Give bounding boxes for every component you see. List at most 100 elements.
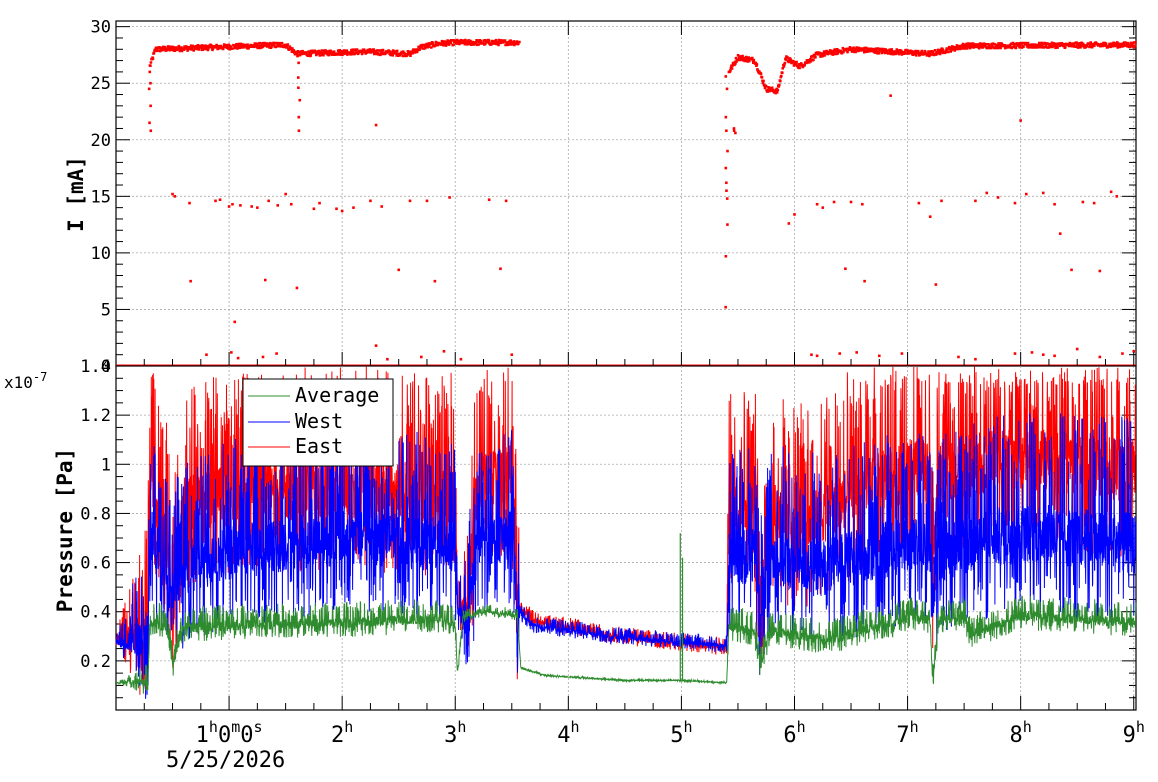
current-point (724, 166, 728, 170)
pressure-y-tick-label: 0.4 (80, 603, 111, 623)
current-point (149, 129, 153, 133)
current-point (442, 349, 446, 353)
current-point (250, 205, 253, 208)
current-point (734, 131, 737, 135)
current-point (725, 129, 728, 133)
current-point (284, 192, 287, 196)
current-point (295, 286, 299, 290)
current-point (985, 191, 989, 195)
current-point (1121, 352, 1124, 355)
current-point (928, 215, 932, 218)
current-point (724, 305, 727, 309)
current-point (917, 201, 921, 205)
current-point (725, 87, 729, 91)
current-point (335, 207, 338, 211)
current-point (369, 199, 372, 203)
current-point (218, 198, 222, 202)
x-tick-label: 2h (331, 718, 353, 748)
current-point (214, 199, 217, 203)
x-tick-label: 6h (783, 718, 805, 748)
current-point (1030, 351, 1034, 354)
current-point (352, 206, 355, 209)
current-point (504, 199, 508, 203)
current-point (1058, 232, 1062, 235)
current-point (296, 76, 300, 79)
current-point (838, 352, 842, 355)
pressure-line-average (115, 595, 1137, 694)
current-point (832, 200, 836, 204)
current-point (297, 61, 300, 65)
time-axis: 1h0m0s 2h 3h 4h 5h 6h 7h 8h 9h (143, 21, 1145, 748)
current-y-tick-label: 0 (101, 357, 111, 377)
current-point (724, 254, 728, 258)
current-point (996, 196, 1000, 199)
current-point (855, 351, 858, 354)
current-point (1070, 268, 1073, 272)
current-point (459, 357, 463, 361)
current-point (298, 98, 302, 102)
current-point (256, 206, 259, 209)
current-point (1019, 119, 1022, 122)
current-point (267, 199, 270, 203)
current-point (433, 279, 437, 283)
current-point (1053, 202, 1056, 206)
current-point (1098, 269, 1102, 273)
current-point (374, 123, 378, 127)
current-point (1041, 191, 1045, 195)
current-y-ticks: 0 5 10 15 20 25 30 (91, 18, 1136, 377)
current-point (171, 192, 174, 196)
current-point (227, 205, 231, 208)
current-point (974, 199, 977, 203)
current-point (297, 129, 301, 133)
current-point (340, 209, 344, 213)
current-point (815, 354, 819, 358)
x-tick-label: 8h (1010, 718, 1032, 748)
current-point (386, 357, 389, 361)
current-point (188, 201, 191, 205)
current-point (1025, 192, 1028, 196)
current-point (810, 353, 813, 356)
current-point (1115, 195, 1119, 198)
x-tick-label: 3h (444, 718, 466, 748)
current-point (863, 279, 866, 283)
pressure-y-tick-label: 0.2 (80, 652, 111, 672)
current-point (1132, 349, 1136, 353)
current-point (787, 222, 791, 225)
current-point (1109, 190, 1113, 194)
legend-west-label: West (295, 409, 343, 433)
pressure-panel: 0.2 0.4 0.6 0.8 1 1.2 1.4 Pressure [Pa] x10-7 (4, 357, 1137, 711)
current-point (1075, 347, 1079, 351)
current-point (725, 181, 728, 185)
current-point (821, 206, 825, 209)
current-y-tick-label: 15 (91, 187, 111, 207)
current-y-tick-label: 25 (91, 74, 111, 94)
current-point (889, 94, 892, 97)
current-point (487, 198, 491, 202)
current-point (957, 355, 960, 359)
current-point (263, 278, 267, 282)
current-y-tick-label: 30 (91, 18, 111, 38)
x-tick-label: 9h (1123, 718, 1145, 748)
current-point (1013, 201, 1017, 205)
current-point (732, 129, 736, 133)
current-panel: 0 5 10 15 20 25 30 I [mA] (64, 18, 1137, 377)
current-point (148, 70, 152, 74)
current-point (147, 87, 151, 91)
current-point (727, 41, 1137, 95)
current-point (724, 115, 728, 119)
current-y-tick-label: 10 (91, 244, 111, 264)
legend: Average West East (242, 378, 394, 467)
current-point (1041, 353, 1045, 356)
date-label: 5/25/2026 (166, 748, 285, 773)
pressure-series (115, 366, 1137, 699)
current-point (261, 355, 265, 359)
current-point (289, 202, 293, 206)
current-point (1053, 354, 1056, 358)
current-point (205, 353, 208, 356)
pressure-y-tick-label: 0.6 (80, 554, 111, 574)
pressure-y-axis-title: Pressure [Pa] (53, 448, 77, 612)
current-point (275, 352, 278, 355)
x-tick-label: 4h (557, 718, 579, 748)
current-grid (116, 21, 1136, 366)
